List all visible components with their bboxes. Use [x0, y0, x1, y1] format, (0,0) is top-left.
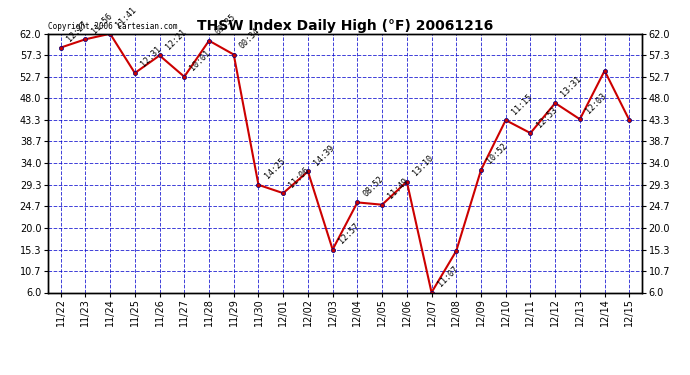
- Text: 12:03: 12:03: [584, 91, 608, 115]
- Text: 14:39: 14:39: [312, 143, 336, 167]
- Text: 11:49: 11:49: [386, 177, 411, 201]
- Text: 10:01: 10:01: [188, 48, 213, 72]
- Text: 11:56: 11:56: [90, 11, 114, 35]
- Text: 11:41: 11:41: [115, 6, 138, 30]
- Text: 12:53: 12:53: [535, 105, 559, 129]
- Text: 14:25: 14:25: [263, 157, 286, 181]
- Text: 13:31: 13:31: [560, 75, 583, 99]
- Text: 11:06: 11:06: [287, 165, 311, 189]
- Text: 12:27: 12:27: [65, 20, 89, 44]
- Text: 13:10: 13:10: [411, 153, 435, 177]
- Text: 11:07: 11:07: [435, 264, 460, 288]
- Text: 12:21: 12:21: [164, 27, 188, 51]
- Text: 08:52: 08:52: [362, 174, 386, 198]
- Text: 00:34: 00:34: [238, 26, 262, 50]
- Text: 12:31: 12:31: [139, 45, 163, 69]
- Text: 11:15: 11:15: [510, 92, 534, 116]
- Title: THSW Index Daily High (°F) 20061216: THSW Index Daily High (°F) 20061216: [197, 19, 493, 33]
- Text: Copyright 2006 Cartesian.com: Copyright 2006 Cartesian.com: [48, 22, 178, 31]
- Text: 09:35: 09:35: [213, 12, 237, 36]
- Text: 12:57: 12:57: [337, 221, 361, 245]
- Text: 10:52: 10:52: [485, 142, 509, 166]
